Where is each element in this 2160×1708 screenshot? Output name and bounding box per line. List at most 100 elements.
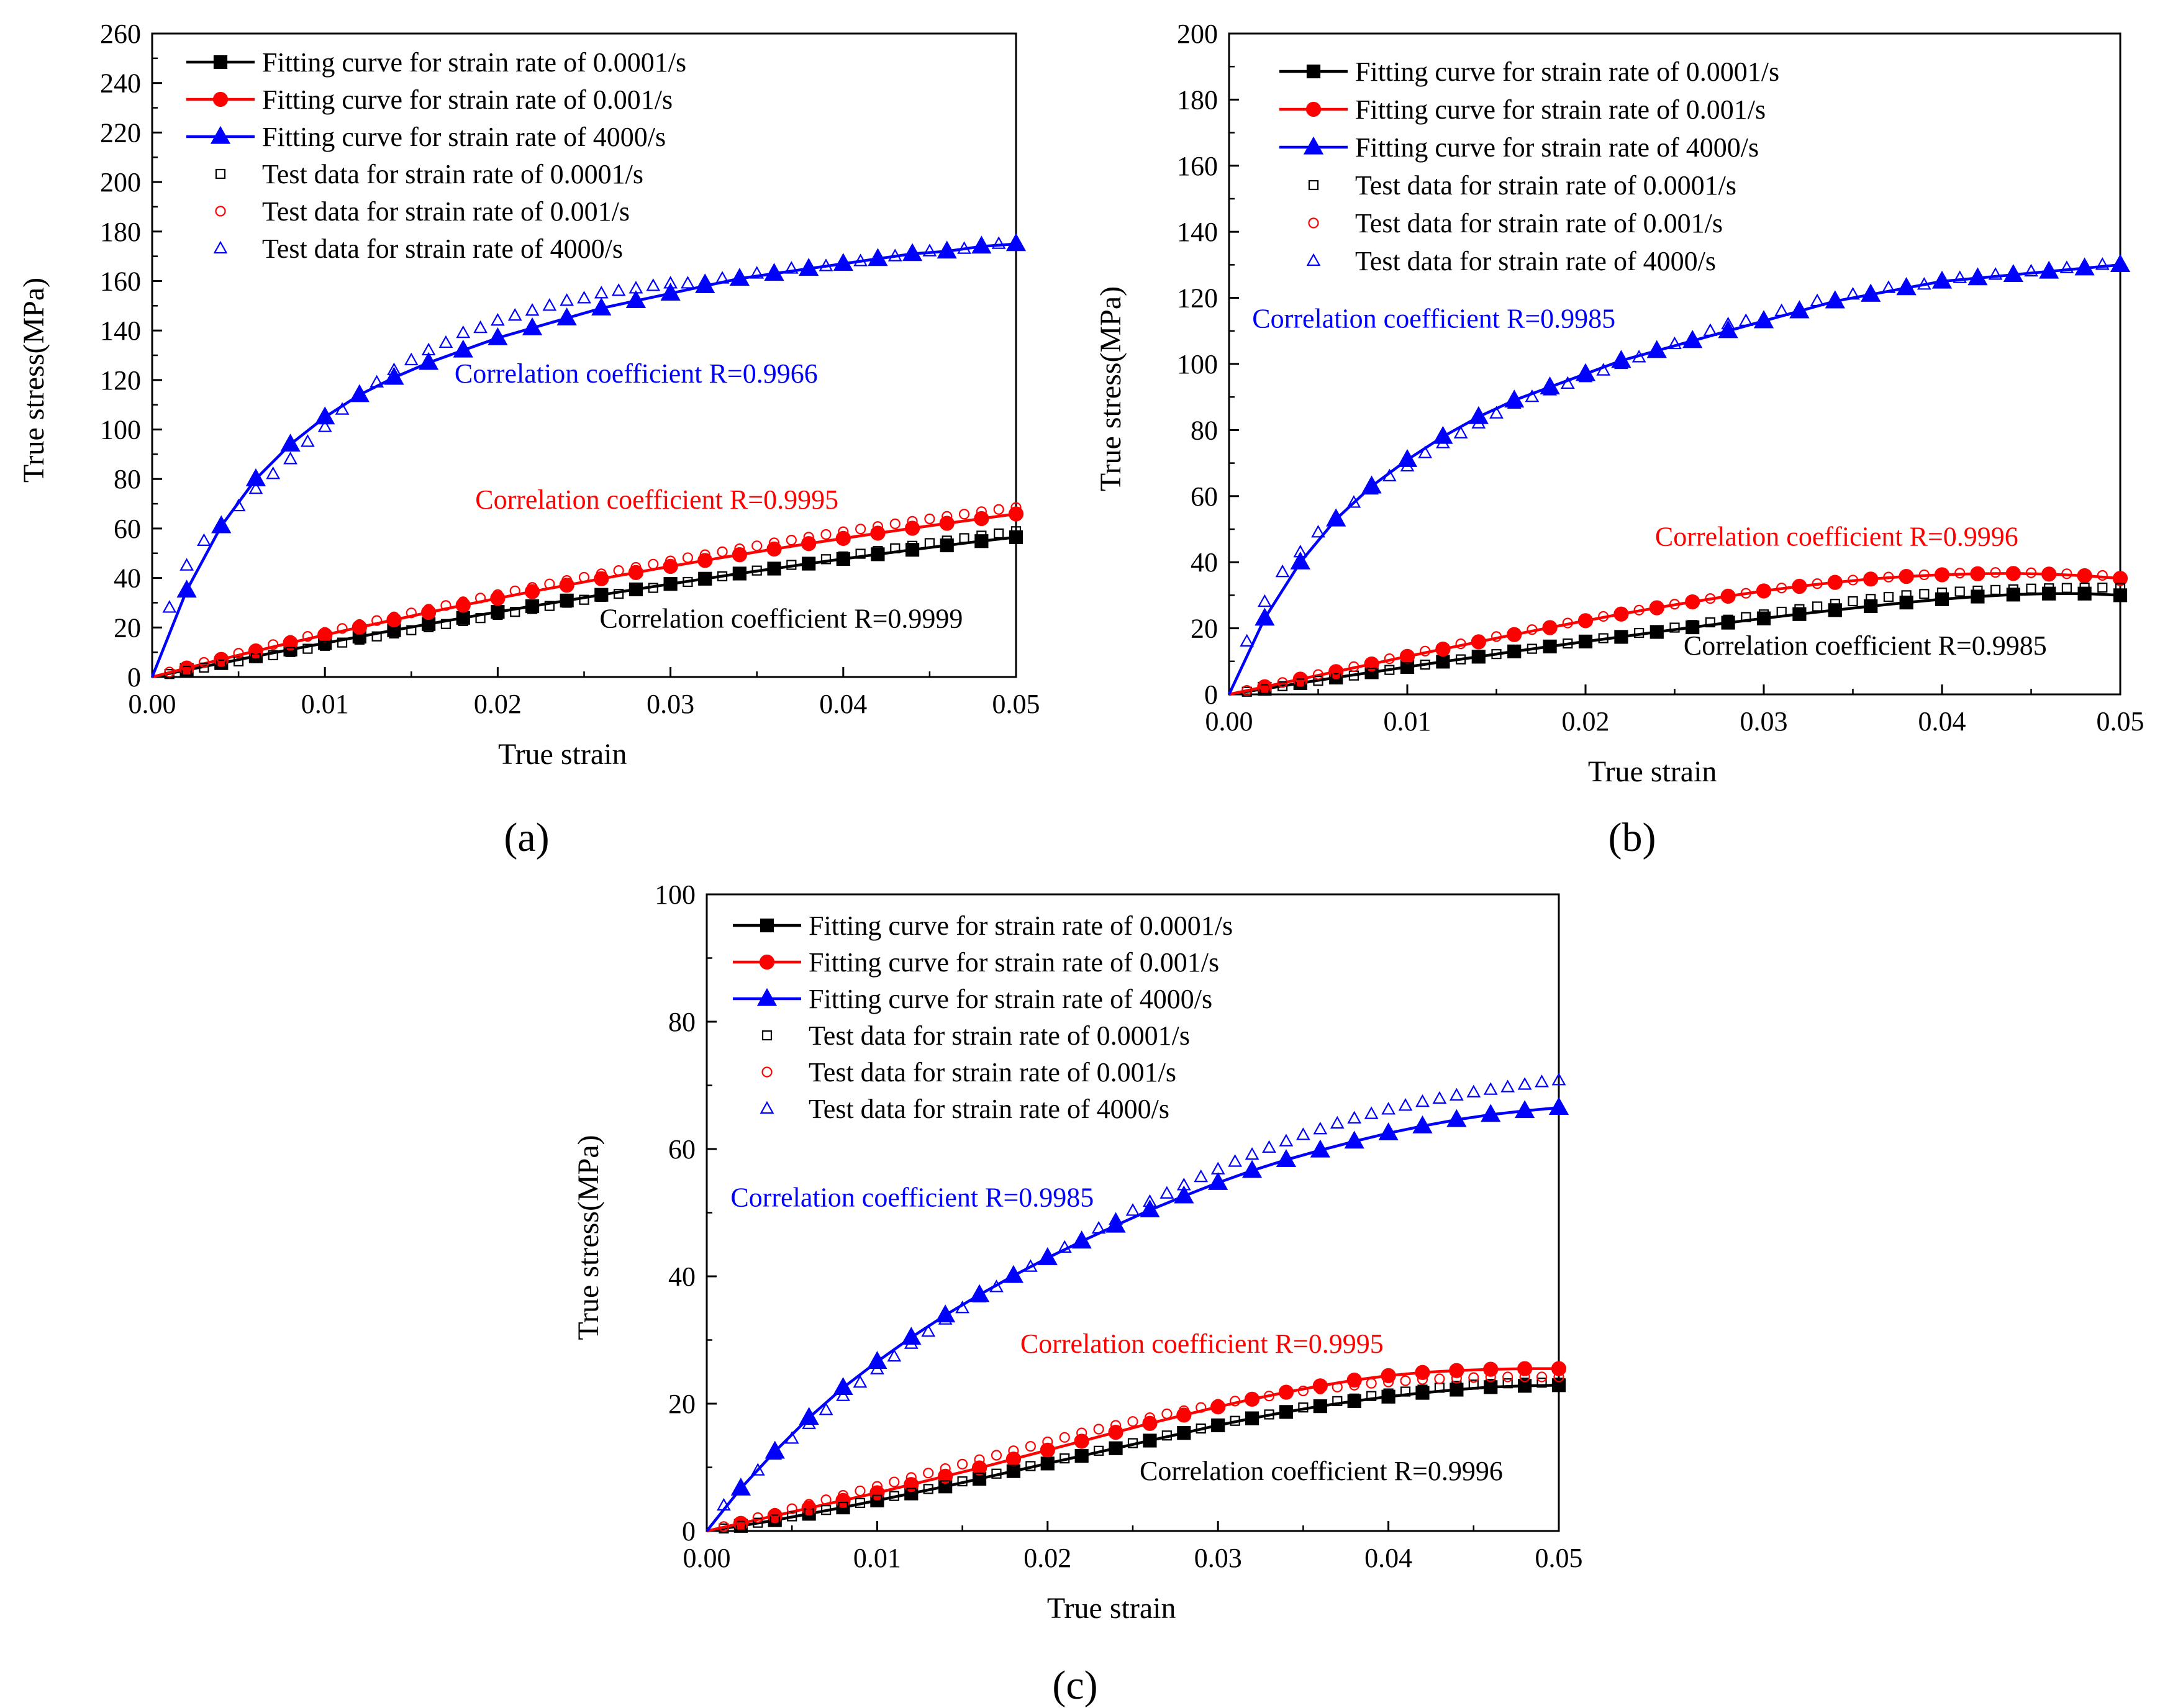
data-point	[1298, 1402, 1309, 1413]
data-point	[1917, 277, 1931, 290]
data-point	[1008, 1445, 1019, 1456]
x-tick-label: 0.03	[647, 689, 694, 719]
y-tick-label: 220	[100, 117, 141, 148]
data-point	[663, 558, 678, 574]
data-point	[820, 1505, 832, 1515]
data-point	[838, 551, 848, 562]
data-point	[1196, 1423, 1206, 1434]
data-point	[458, 596, 469, 607]
annotation: Correlation coefficient R=0.9995	[475, 484, 838, 515]
x-tick-label: 0.05	[1535, 1543, 1583, 1573]
y-tick-label: 180	[100, 217, 141, 247]
data-point	[1502, 1371, 1513, 1383]
data-point	[613, 565, 624, 576]
data-point	[561, 597, 572, 608]
data-point	[268, 650, 278, 661]
x-tick-label: 0.04	[819, 689, 867, 719]
data-point	[871, 251, 885, 264]
data-point	[971, 1460, 987, 1476]
data-point	[164, 666, 175, 678]
data-point	[646, 278, 661, 291]
data-point	[245, 468, 266, 486]
data-point	[475, 613, 486, 624]
data-point	[786, 1503, 797, 1514]
data-point	[1290, 551, 1310, 570]
data-point	[1378, 1122, 1399, 1140]
data-point	[1810, 293, 1825, 307]
data-point	[1792, 300, 1807, 313]
data-point	[803, 532, 814, 543]
data-point	[352, 387, 367, 400]
data-point	[750, 266, 765, 279]
data-point	[1091, 1220, 1106, 1234]
data-point	[1366, 1391, 1377, 1401]
data-point	[1381, 1389, 1395, 1404]
data-point	[507, 307, 522, 321]
data-point	[820, 554, 832, 565]
data-point	[1489, 406, 1504, 419]
y-tick-label: 20	[668, 1389, 696, 1419]
data-point	[317, 419, 332, 432]
data-point	[2079, 569, 2090, 580]
data-point	[768, 1447, 783, 1460]
data-point	[1276, 1149, 1297, 1168]
data-point	[1417, 1374, 1428, 1385]
data-point	[665, 579, 676, 590]
data-point	[1536, 1371, 1548, 1383]
data-point	[1611, 350, 1631, 368]
data-point	[491, 312, 505, 326]
legend: Fitting curve for strain rate of 0.0001/…	[1279, 57, 1779, 276]
data-point	[438, 335, 453, 348]
data-point	[887, 248, 902, 261]
data-point	[991, 236, 1006, 249]
data-point	[1349, 1393, 1359, 1404]
data-point	[976, 506, 987, 517]
data-point	[1468, 1379, 1479, 1390]
data-point	[1010, 502, 1022, 513]
data-point	[1468, 406, 1489, 424]
data-point	[1580, 614, 1591, 625]
y-tick-label: 120	[100, 365, 141, 396]
data-point	[577, 291, 591, 304]
data-point	[1397, 449, 1418, 467]
data-point	[181, 665, 192, 676]
data-point	[2042, 586, 2056, 601]
x-tick-label: 0.00	[683, 1543, 731, 1573]
data-point	[648, 583, 658, 593]
data-point	[1491, 631, 1502, 642]
data-point	[560, 293, 574, 306]
data-point	[867, 1351, 887, 1369]
data-point	[940, 1480, 951, 1491]
x-tick-label: 0.01	[301, 689, 349, 719]
data-point	[1161, 1408, 1173, 1419]
series-5	[164, 502, 1022, 678]
series-4	[1241, 583, 2126, 697]
data-point	[974, 534, 989, 548]
data-point	[231, 498, 246, 512]
data-point	[1483, 1361, 1499, 1377]
data-point	[1348, 661, 1359, 672]
data-point	[769, 562, 779, 573]
x-axis-title: True strain	[1047, 1592, 1176, 1625]
data-point	[853, 1374, 868, 1388]
data-point	[1756, 310, 1771, 323]
data-point	[1502, 1378, 1513, 1389]
data-point	[1381, 1102, 1395, 1115]
legend-marker	[760, 918, 774, 933]
data-point	[1883, 571, 1894, 583]
data-point	[389, 628, 399, 638]
data-point	[1634, 627, 1645, 638]
data-point	[2077, 586, 2092, 601]
data-point	[1328, 508, 1343, 521]
legend-marker	[1306, 253, 1321, 266]
data-point	[1145, 1434, 1155, 1445]
data-point	[904, 1336, 919, 1349]
data-point	[1176, 1178, 1191, 1191]
data-point	[2006, 588, 2020, 602]
data-point	[1794, 604, 1805, 614]
data-point	[1094, 1445, 1104, 1456]
data-point	[216, 652, 227, 663]
data-point	[1437, 642, 1448, 653]
data-point	[1418, 445, 1433, 458]
data-point	[1346, 495, 1361, 508]
